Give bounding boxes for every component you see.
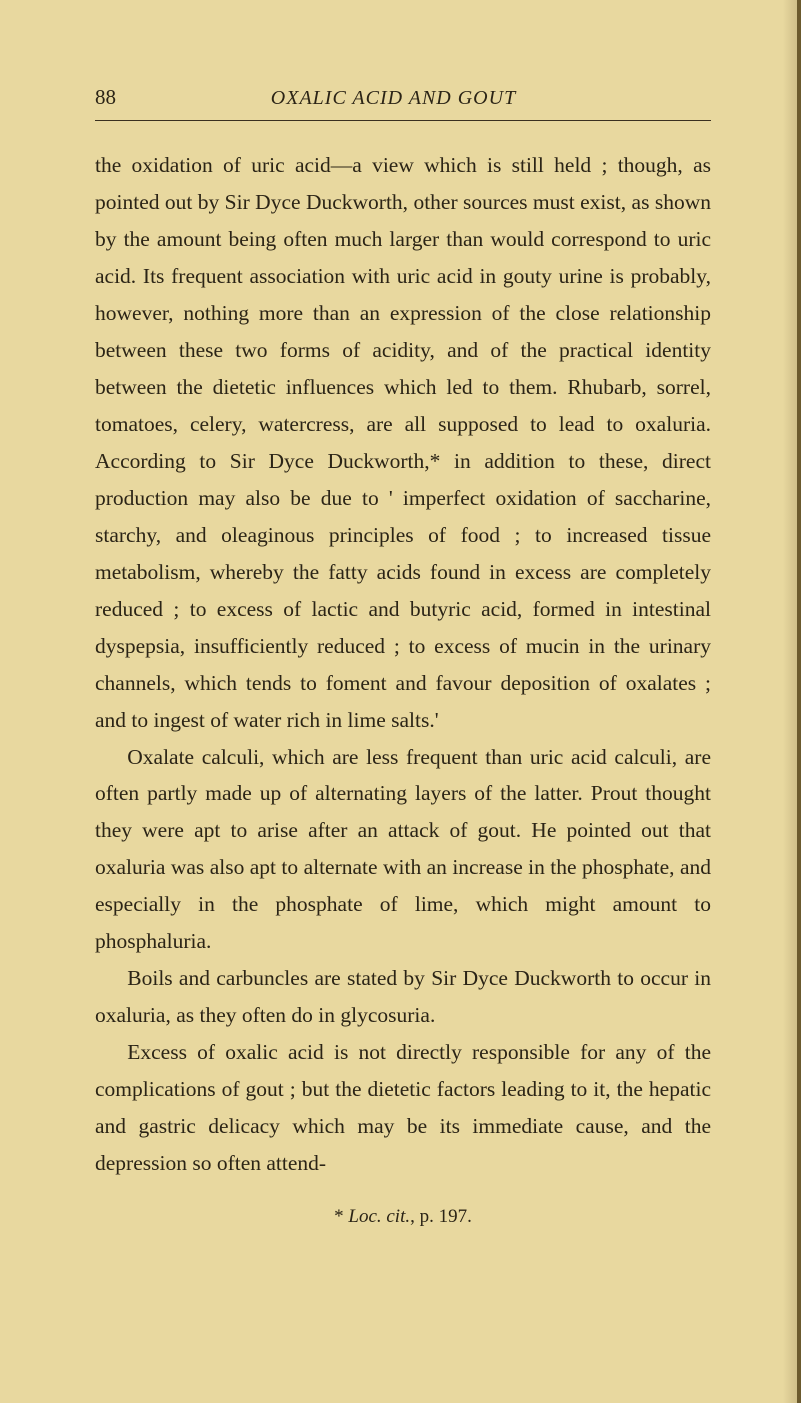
- footnote-citation: Loc. cit.: [348, 1206, 410, 1227]
- body-text: the oxidation of uric acid—a view which …: [95, 147, 711, 1182]
- book-page: 88 OXALIC ACID AND GOUT the oxidation of…: [0, 0, 801, 1403]
- page-edge-dark: [797, 0, 801, 1403]
- header-divider: [95, 120, 711, 121]
- page-number: 88: [95, 85, 116, 110]
- page-header: 88 OXALIC ACID AND GOUT: [95, 85, 711, 110]
- paragraph-2: Oxalate calculi, which are less frequent…: [95, 739, 711, 961]
- paragraph-3: Boils and carbuncles are stated by Sir D…: [95, 960, 711, 1034]
- footnote: * Loc. cit., p. 197.: [95, 1206, 711, 1228]
- paragraph-4: Excess of oxalic acid is not directly re…: [95, 1034, 711, 1182]
- running-title: OXALIC ACID AND GOUT: [116, 87, 711, 110]
- paragraph-1: the oxidation of uric acid—a view which …: [95, 147, 711, 739]
- footnote-marker: *: [334, 1206, 344, 1227]
- footnote-page-ref: , p. 197.: [410, 1206, 472, 1227]
